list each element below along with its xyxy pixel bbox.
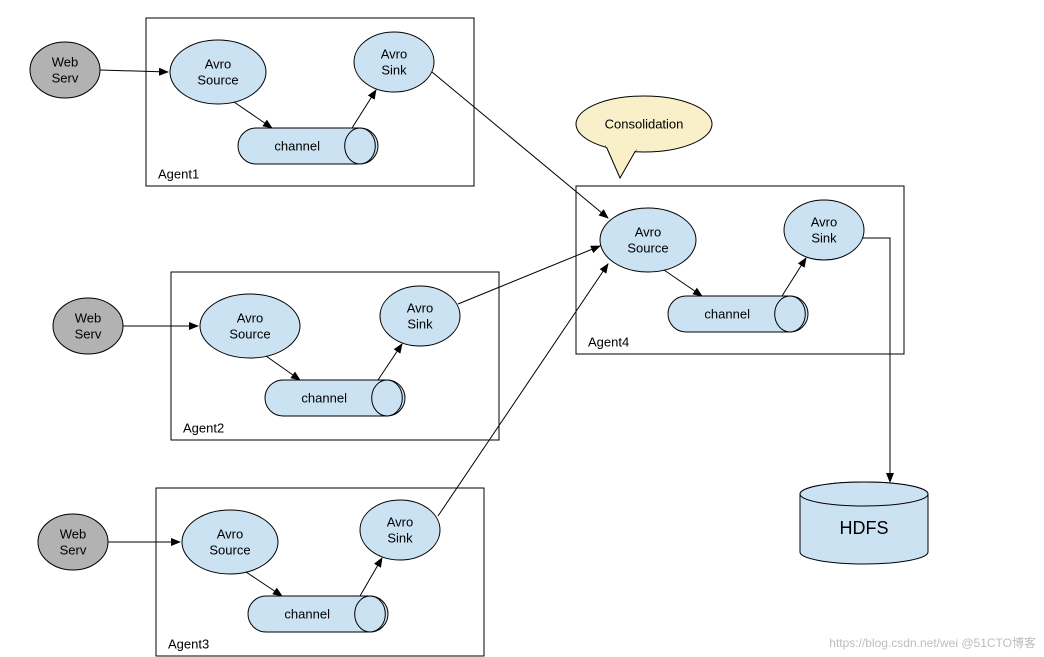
agent-label-2: Agent2 <box>183 420 224 435</box>
arrow-ch3-to-snk3 <box>360 558 382 596</box>
channel-3-cap <box>355 596 386 632</box>
svg-text:Serv: Serv <box>60 542 87 557</box>
svg-text:Source: Source <box>209 542 250 557</box>
svg-text:Sink: Sink <box>407 316 433 331</box>
svg-text:Source: Source <box>229 326 270 341</box>
arrow-src2-to-ch2 <box>266 356 300 380</box>
svg-text:Avro: Avro <box>381 46 408 61</box>
channel-2-cap <box>372 380 403 416</box>
svg-text:Avro: Avro <box>387 514 414 529</box>
svg-text:Web: Web <box>52 54 79 69</box>
hdfs-label: HDFS <box>840 518 889 538</box>
svg-text:Serv: Serv <box>75 326 102 341</box>
agent-label-4: Agent4 <box>588 334 629 349</box>
arrow-snk1-to-src4 <box>432 72 608 218</box>
svg-text:Avro: Avro <box>205 56 232 71</box>
arrow-ch2-to-snk2 <box>378 344 402 380</box>
svg-text:Avro: Avro <box>407 300 434 315</box>
svg-text:Sink: Sink <box>381 62 407 77</box>
svg-text:Avro: Avro <box>811 214 838 229</box>
channel-4-cap <box>775 296 806 332</box>
svg-text:Source: Source <box>197 72 238 87</box>
svg-text:channel: channel <box>704 306 750 321</box>
arrow-snk2-to-src4 <box>458 246 600 304</box>
svg-text:channel: channel <box>284 606 330 621</box>
svg-text:Web: Web <box>60 526 87 541</box>
arrow-src3-to-ch3 <box>246 572 282 596</box>
arrow-ch4-to-snk4 <box>782 258 806 296</box>
arrow-src4-to-ch4 <box>664 270 702 296</box>
channel-1-cap <box>345 128 376 164</box>
svg-text:channel: channel <box>301 390 347 405</box>
diagram-canvas: Agent1Agent2Agent3Agent4WebServWebServWe… <box>0 0 1044 657</box>
consolidation-callout-tail <box>606 146 636 178</box>
agent-label-3: Agent3 <box>168 636 209 651</box>
svg-text:channel: channel <box>274 138 320 153</box>
consolidation-label: Consolidation <box>605 116 684 131</box>
hdfs-cylinder-top <box>800 482 928 506</box>
arrow-web1-to-src1 <box>100 70 168 72</box>
svg-text:Web: Web <box>75 310 102 325</box>
arrow-ch1-to-snk1 <box>352 90 376 128</box>
svg-text:Sink: Sink <box>811 230 837 245</box>
svg-text:Avro: Avro <box>237 310 264 325</box>
svg-text:Avro: Avro <box>217 526 244 541</box>
svg-text:Serv: Serv <box>52 70 79 85</box>
svg-text:Source: Source <box>627 240 668 255</box>
arrow-snk4-to-hdfs <box>862 238 890 482</box>
svg-text:Sink: Sink <box>387 530 413 545</box>
arrow-src1-to-ch1 <box>234 102 272 128</box>
svg-text:Avro: Avro <box>635 224 662 239</box>
agent-label-1: Agent1 <box>158 166 199 181</box>
